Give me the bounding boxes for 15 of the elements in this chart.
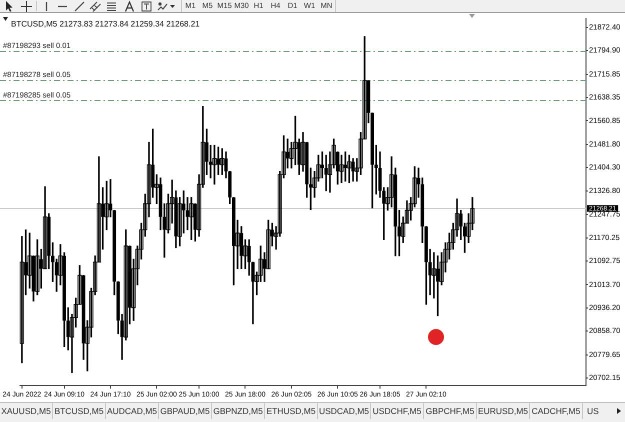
text: GBPCHF,M5	[424, 403, 477, 419]
candlestick	[212, 144, 217, 185]
text: XAUUSD,M5	[0, 403, 53, 419]
candlestick	[339, 154, 344, 184]
text: EURUSD,M5	[477, 403, 530, 419]
chart-title: BTCUSD,M5 21273.83 21273.84 21259.34 21268.21	[11, 20, 200, 29]
text: GBPNZD,M5	[212, 403, 265, 419]
text: USDCHF,M5	[371, 403, 424, 419]
text: USDCAD,M5	[318, 403, 371, 419]
text: CADCHF,M5	[530, 403, 583, 419]
text: BTCUSD,M5	[53, 403, 106, 419]
text: ETHUSD,M5	[265, 403, 318, 419]
text: US	[586, 405, 600, 418]
text: GBPAUD,M5	[159, 403, 212, 419]
text: AUDCAD,M5	[106, 403, 159, 419]
